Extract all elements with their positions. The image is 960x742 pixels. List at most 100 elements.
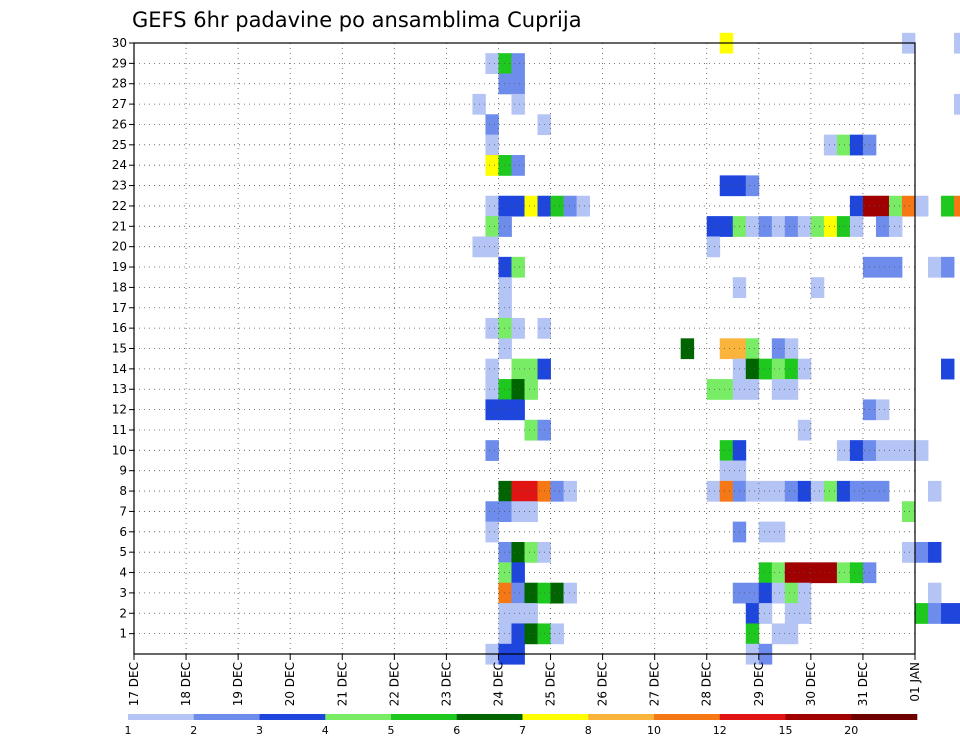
colorbar-label: 2 <box>190 724 197 737</box>
heatmap-cell <box>849 480 864 502</box>
y-tick-label: 30 <box>112 36 127 50</box>
x-tick-label: 31 DEC <box>856 662 870 706</box>
heatmap-cell <box>511 155 525 176</box>
heatmap-cell <box>771 216 786 237</box>
heatmap-cell <box>771 521 786 543</box>
heatmap-cells <box>472 32 960 665</box>
heatmap-cell <box>836 480 851 502</box>
heatmap-cell <box>758 358 773 380</box>
x-tick-label: 18 DEC <box>179 662 193 706</box>
heatmap-cell <box>771 582 786 604</box>
heatmap-cell <box>745 623 760 645</box>
colorbar-swatch <box>719 714 786 720</box>
colorbar-swatch <box>193 714 260 720</box>
heatmap-cell <box>485 114 499 136</box>
heatmap-cell <box>784 562 799 584</box>
heatmap-cell <box>498 399 512 421</box>
heatmap-cell <box>498 73 512 95</box>
heatmap-cell <box>511 582 525 604</box>
heatmap-cell <box>498 623 512 645</box>
heatmap-cell <box>771 379 786 400</box>
heatmap-cell <box>706 216 721 237</box>
heatmap-cell <box>784 603 799 624</box>
heatmap-cell <box>823 480 838 502</box>
heatmap-cell <box>498 155 512 176</box>
heatmap-cell <box>498 379 512 400</box>
x-tick-label: 21 DEC <box>335 662 349 706</box>
heatmap-cell <box>888 256 903 278</box>
heatmap-cell <box>706 480 721 502</box>
heatmap-cell <box>498 603 512 624</box>
heatmap-cell <box>758 582 773 604</box>
colorbar-swatch <box>785 714 852 720</box>
heatmap-cell <box>485 134 499 156</box>
heatmap-cell <box>745 358 760 380</box>
heatmap-cell <box>511 358 525 380</box>
heatmap-cell <box>563 480 577 502</box>
y-tick-label: 17 <box>112 301 127 315</box>
heatmap-cell <box>810 480 825 502</box>
y-tick-label: 24 <box>112 158 127 172</box>
heatmap-cell <box>954 603 960 624</box>
heatmap-cell <box>511 399 525 421</box>
heatmap-cell <box>784 216 799 237</box>
heatmap-cell <box>745 338 760 360</box>
x-tick-label: 29 DEC <box>752 662 766 706</box>
heatmap-cell <box>511 53 525 74</box>
y-tick-label: 9 <box>119 464 127 478</box>
heatmap-cell <box>485 236 499 258</box>
heatmap-cell <box>784 480 799 502</box>
heatmap-cell <box>719 338 734 360</box>
y-axis: 1234567891011121314151617181920212223242… <box>112 36 134 641</box>
colorbar-label: 6 <box>453 724 460 737</box>
y-tick-label: 20 <box>112 240 127 254</box>
heatmap-cell <box>915 541 929 563</box>
heatmap-cell <box>485 379 499 400</box>
heatmap-cell <box>719 480 734 502</box>
heatmap-cell <box>498 256 512 278</box>
heatmap-cell <box>524 419 538 441</box>
x-tick-label: 22 DEC <box>387 662 401 706</box>
heatmap-cell <box>498 297 512 319</box>
heatmap-cell <box>928 256 942 278</box>
colorbar-swatch <box>128 714 195 720</box>
heatmap-cell <box>888 440 903 461</box>
heatmap-cell <box>498 216 512 237</box>
heatmap-cell <box>524 379 538 400</box>
heatmap-cell <box>784 582 799 604</box>
colorbar-label: 20 <box>844 724 858 737</box>
heatmap-cell <box>849 216 864 237</box>
heatmap-cell <box>745 582 760 604</box>
x-tick-label: 20 DEC <box>283 662 297 706</box>
heatmap-cell <box>745 480 760 502</box>
heatmap-cell <box>875 480 890 502</box>
heatmap-cell <box>836 562 851 584</box>
heatmap-cell <box>758 562 773 584</box>
heatmap-cell <box>498 541 512 563</box>
heatmap-cell <box>810 216 825 237</box>
heatmap-cell <box>498 501 512 523</box>
heatmap-cell <box>706 236 721 258</box>
x-tick-label: 24 DEC <box>491 662 505 706</box>
heatmap-cell <box>745 603 760 624</box>
heatmap-cell <box>941 256 955 278</box>
heatmap-cell <box>928 603 942 624</box>
y-tick-label: 3 <box>119 586 127 600</box>
colorbar-swatch <box>259 714 326 720</box>
heatmap-cell <box>758 480 773 502</box>
heatmap-cell <box>901 195 916 217</box>
heatmap-cell <box>563 195 577 217</box>
heatmap-cell <box>485 440 499 461</box>
heatmap-cell <box>576 195 590 217</box>
x-tick-label: 19 DEC <box>231 662 245 706</box>
heatmap-cell <box>511 562 525 584</box>
heatmap-cell <box>498 582 512 604</box>
heatmap-cell <box>524 623 538 645</box>
heatmap-cell <box>823 134 838 156</box>
heatmap-cell <box>485 521 499 543</box>
heatmap-cell <box>485 358 499 380</box>
heatmap-cell <box>915 603 929 624</box>
colorbar-label: 4 <box>322 724 329 737</box>
heatmap-cell <box>524 603 538 624</box>
